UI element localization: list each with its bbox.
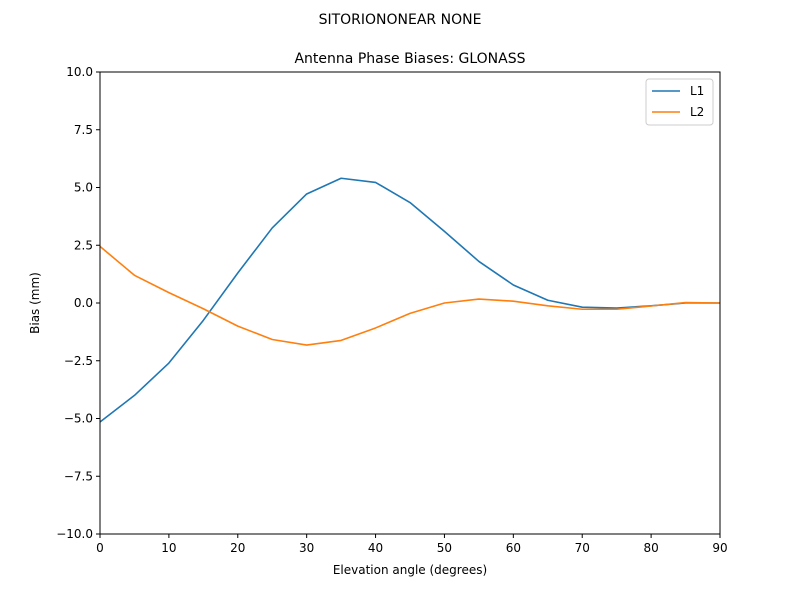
x-tick-label: 10 bbox=[161, 541, 176, 555]
y-tick-label: −10.0 bbox=[56, 527, 93, 541]
x-tick-label: 80 bbox=[643, 541, 658, 555]
y-tick-label: −7.5 bbox=[64, 469, 93, 483]
y-tick-label: −2.5 bbox=[64, 354, 93, 368]
x-tick-label: 20 bbox=[230, 541, 245, 555]
x-tick-label: 40 bbox=[368, 541, 383, 555]
y-tick-label: −5.0 bbox=[64, 412, 93, 426]
axis-ticks: 0 10 20 30 40 50 60 70 80 90 −10.0 −7.5 −5.0 −2.5 0.0 2… bbox=[56, 65, 727, 555]
y-tick-label: 10.0 bbox=[66, 65, 93, 79]
y-tick-label: 2.5 bbox=[74, 238, 93, 252]
y-tick-label: 0.0 bbox=[74, 296, 93, 310]
x-tick-label: 30 bbox=[299, 541, 314, 555]
y-tick-label: 7.5 bbox=[74, 123, 93, 137]
y-axis-label: Bias (mm) bbox=[28, 272, 42, 334]
legend-label-l1: L1 bbox=[690, 84, 704, 98]
x-tick-label: 50 bbox=[437, 541, 452, 555]
series-line-l2 bbox=[99, 245, 721, 346]
x-tick-label: 70 bbox=[575, 541, 590, 555]
legend-label-l2: L2 bbox=[690, 105, 704, 119]
y-tick-label: 5.0 bbox=[74, 181, 93, 195]
x-tick-label: 60 bbox=[506, 541, 521, 555]
plot-frame bbox=[99, 71, 721, 535]
chart-title: Antenna Phase Biases: GLONASS bbox=[294, 51, 525, 67]
x-tick-label: 90 bbox=[712, 541, 727, 555]
x-tick-label: 0 bbox=[96, 541, 104, 555]
series-lines bbox=[99, 177, 721, 423]
chart-suptitle: SITORIONONEAR NONE bbox=[319, 12, 482, 28]
series-line-l1 bbox=[99, 177, 720, 423]
x-axis-label: Elevation angle (degrees) bbox=[333, 563, 487, 577]
legend: L1 L2 bbox=[645, 78, 714, 126]
